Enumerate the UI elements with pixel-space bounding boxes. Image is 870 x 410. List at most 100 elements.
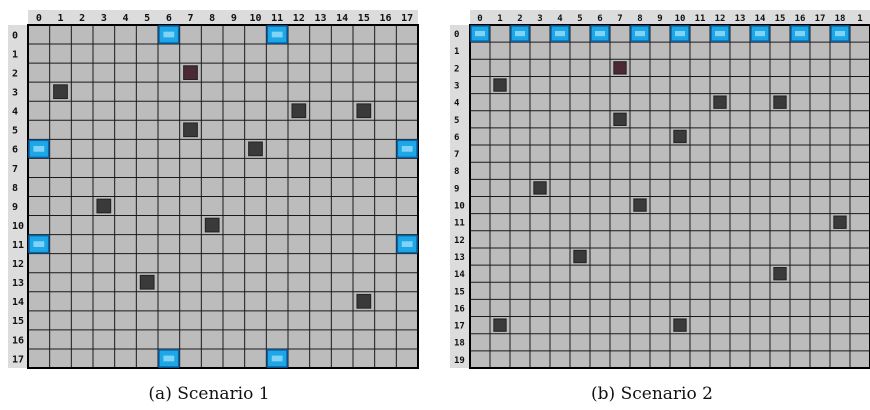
dark-square-icon [96, 198, 112, 214]
row-label: 0 [454, 30, 459, 40]
blue-gateway-icon [510, 25, 530, 42]
scenario-2-caption: (b) Scenario 2 [591, 384, 713, 404]
column-label: 15 [358, 13, 370, 24]
dark-square-icon [139, 274, 155, 290]
column-label: 6 [166, 13, 172, 24]
row-label: 3 [454, 81, 459, 91]
column-label: 14 [755, 14, 766, 24]
row-label: 2 [12, 68, 18, 79]
column-label: 2 [79, 13, 85, 24]
row-label: 6 [12, 145, 18, 156]
row-label: 10 [454, 202, 465, 212]
row-label: 7 [12, 164, 18, 175]
row-label: 14 [12, 297, 24, 308]
column-label: 4 [557, 14, 563, 24]
column-label: 12 [293, 13, 305, 24]
row-label: 1 [454, 47, 459, 57]
dark-square-icon [356, 293, 372, 309]
column-label: 9 [657, 14, 662, 24]
row-label: 5 [12, 126, 18, 137]
dark-square-icon [773, 95, 787, 109]
row-label: 11 [454, 219, 465, 229]
row-label: 8 [454, 167, 459, 177]
blue-gateway-icon [830, 25, 850, 42]
column-label: 4 [122, 13, 128, 24]
blue-gateway-icon [266, 25, 288, 44]
row-label: 9 [454, 184, 459, 194]
blue-gateway-icon [630, 25, 650, 42]
dark-square-icon [493, 318, 507, 332]
dark-square-icon [673, 318, 687, 332]
row-label: 18 [454, 339, 465, 349]
dark-square-icon [356, 103, 372, 119]
row-label: 4 [12, 107, 18, 118]
row-label: 1 [12, 49, 18, 60]
row-label: 7 [454, 150, 459, 160]
column-label: 16 [379, 13, 391, 24]
row-label: 15 [12, 316, 24, 327]
row-label: 14 [454, 270, 465, 280]
blue-gateway-icon [396, 139, 418, 159]
row-label: 5 [454, 116, 459, 126]
dark-square-icon [204, 217, 220, 233]
column-label: 17 [401, 13, 413, 24]
column-label: 0 [36, 13, 42, 24]
blue-gateway-icon [396, 234, 418, 254]
row-label: 3 [12, 88, 18, 99]
row-label: 6 [454, 133, 459, 143]
blue-gateway-icon [158, 25, 180, 44]
row-label: 16 [454, 304, 465, 314]
column-label: 1 [857, 14, 862, 24]
scenario-1-caption: (a) Scenario 1 [148, 384, 269, 404]
grid-border [469, 24, 870, 369]
row-label: 2 [454, 64, 459, 74]
row-label: 19 [454, 356, 465, 366]
row-header-strip [450, 25, 470, 368]
row-label: 12 [12, 259, 24, 270]
column-label: 3 [537, 14, 542, 24]
dark-square-icon [183, 65, 198, 80]
blue-gateway-icon [590, 25, 610, 42]
column-label: 15 [775, 14, 786, 24]
row-label: 8 [12, 183, 18, 194]
column-label: 8 [637, 14, 642, 24]
dark-square-icon [713, 95, 727, 109]
column-label: 16 [795, 14, 806, 24]
column-label: 8 [209, 13, 215, 24]
column-label: 10 [249, 13, 261, 24]
dark-square-icon [533, 181, 547, 195]
row-label: 0 [12, 30, 18, 41]
blue-gateway-icon [750, 25, 770, 42]
row-label: 16 [12, 335, 24, 346]
row-label: 15 [454, 287, 465, 297]
blue-gateway-icon [710, 25, 730, 42]
column-header-strip [470, 10, 870, 25]
scenario-2-panel: 0 1 2 3 4 5 6 7 8 9 10 11 12 13 14 15 16 17 18 101234567891… [450, 10, 870, 369]
row-label: 12 [454, 236, 465, 246]
dark-square-icon [833, 215, 847, 229]
column-label: 5 [144, 13, 150, 24]
dark-square-icon [183, 122, 198, 138]
blue-gateway-icon [28, 234, 50, 254]
column-label: 12 [715, 14, 726, 24]
dark-square-icon [633, 198, 647, 212]
column-label: 7 [187, 13, 193, 24]
column-label: 0 [477, 14, 482, 24]
column-label: 2 [517, 14, 522, 24]
dark-square-icon [53, 84, 68, 100]
column-label: 9 [231, 13, 237, 24]
row-label: 9 [12, 202, 18, 213]
row-label: 11 [12, 240, 24, 251]
dark-square-icon [613, 112, 627, 126]
dark-square-icon [573, 249, 587, 264]
row-label: 13 [12, 278, 24, 289]
column-label: 11 [271, 13, 283, 24]
column-label: 10 [675, 14, 686, 24]
blue-gateway-icon [470, 25, 490, 42]
column-label: 6 [597, 14, 602, 24]
column-label: 7 [617, 14, 622, 24]
dark-square-icon [613, 61, 627, 75]
dark-square-icon [493, 78, 507, 92]
column-label: 1 [57, 13, 63, 24]
